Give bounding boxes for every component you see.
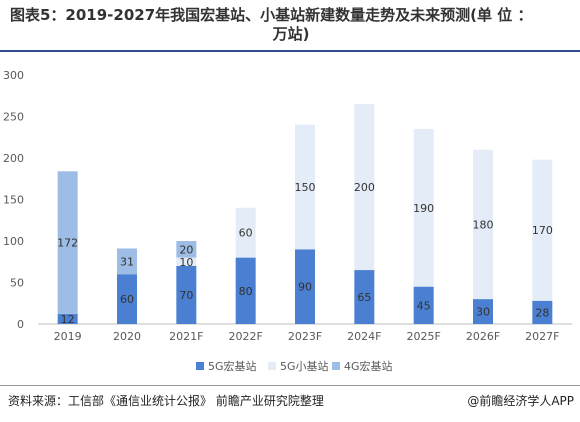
y-tick-label: 200 xyxy=(3,152,24,165)
bar-segment xyxy=(235,257,256,324)
data-label: 60 xyxy=(120,293,134,306)
title-divider xyxy=(0,50,580,52)
chart-title-line2: 万站) xyxy=(272,25,310,43)
legend-label: 5G宏基站 xyxy=(208,359,257,373)
bar-segment xyxy=(354,104,375,271)
bar-segment xyxy=(413,128,434,287)
bar-segment xyxy=(176,257,197,266)
bar-segment xyxy=(532,300,553,324)
bar-segment xyxy=(473,299,493,324)
x-tick-label: 2025F xyxy=(407,330,441,343)
y-tick-label: 0 xyxy=(17,318,24,331)
x-tick-label: 2021F xyxy=(169,330,203,343)
credit-note: @前瞻经济学人APP xyxy=(467,394,574,408)
x-tick-label: 2022F xyxy=(229,330,263,343)
y-tick-label: 300 xyxy=(3,69,24,82)
legend-swatch xyxy=(268,362,276,370)
bar-segment xyxy=(57,314,78,324)
data-label: 28 xyxy=(535,306,549,319)
bar-segment xyxy=(57,171,78,315)
legend-swatch xyxy=(196,362,204,370)
bar-segment xyxy=(117,248,137,275)
data-label: 12 xyxy=(61,313,75,326)
source-note: 资料来源：工信部《通信业统计公报》 前瞻产业研究院整理 xyxy=(8,394,324,408)
bar-segment xyxy=(354,270,375,324)
bar-segment xyxy=(295,249,315,324)
x-tick-label: 2019 xyxy=(54,330,82,343)
bar-segment xyxy=(532,159,553,301)
bar-segment xyxy=(235,207,256,258)
y-tick-label: 250 xyxy=(3,111,24,124)
legend-swatch xyxy=(332,362,340,370)
x-tick-label: 2026F xyxy=(466,330,500,343)
y-tick-label: 50 xyxy=(10,277,24,290)
data-label: 150 xyxy=(295,181,316,194)
data-label: 172 xyxy=(57,237,78,250)
x-tick-label: 2024F xyxy=(347,330,381,343)
data-label: 10 xyxy=(179,256,193,269)
bar-segment xyxy=(117,274,137,324)
data-label: 90 xyxy=(298,281,312,294)
data-label: 200 xyxy=(354,181,375,194)
bar-segment xyxy=(295,124,315,250)
legend-label: 4G宏基站 xyxy=(344,359,393,373)
y-tick-label: 150 xyxy=(3,194,24,207)
data-label: 190 xyxy=(413,202,434,215)
legend-label: 5G小基站 xyxy=(280,359,329,373)
stacked-bar-chart: 0501001502002503001217220196031202070102… xyxy=(3,69,572,373)
data-label: 45 xyxy=(417,299,431,312)
data-label: 30 xyxy=(476,306,490,319)
bar-segment xyxy=(413,286,434,324)
bar-segment xyxy=(176,265,197,324)
data-label: 20 xyxy=(179,243,193,256)
data-label: 65 xyxy=(357,291,371,304)
x-tick-label: 2023F xyxy=(288,330,322,343)
data-label: 60 xyxy=(239,227,253,240)
data-label: 80 xyxy=(239,285,253,298)
data-label: 180 xyxy=(473,218,494,231)
data-label: 31 xyxy=(120,255,134,268)
chart-title: 图表5：2019-2027年我国宏基站、小基站新建数量走势及未来预测(单 位 ：… xyxy=(10,6,572,44)
data-label: 170 xyxy=(532,224,553,237)
y-tick-label: 100 xyxy=(3,235,24,248)
data-label: 70 xyxy=(179,289,193,302)
x-tick-label: 2027F xyxy=(525,330,559,343)
bar-segment xyxy=(176,241,197,258)
bar-segment xyxy=(473,149,493,300)
footer-divider xyxy=(0,385,580,386)
chart-title-line1: 图表5：2019-2027年我国宏基站、小基站新建数量走势及未来预测(单 位 ： xyxy=(10,6,533,24)
x-tick-label: 2020 xyxy=(113,330,141,343)
